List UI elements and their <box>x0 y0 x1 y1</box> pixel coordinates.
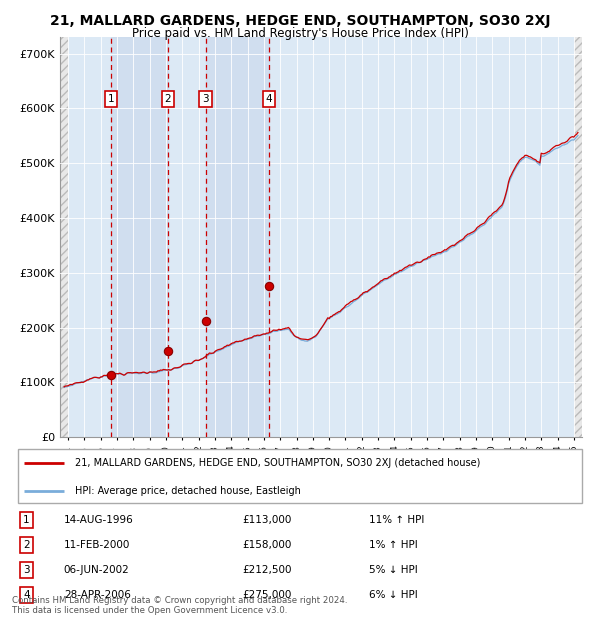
Text: 4: 4 <box>266 94 272 104</box>
Text: 21, MALLARD GARDENS, HEDGE END, SOUTHAMPTON, SO30 2XJ (detached house): 21, MALLARD GARDENS, HEDGE END, SOUTHAMP… <box>76 458 481 468</box>
Text: Price paid vs. HM Land Registry's House Price Index (HPI): Price paid vs. HM Land Registry's House … <box>131 27 469 40</box>
Text: £275,000: £275,000 <box>242 590 292 600</box>
Text: 11% ↑ HPI: 11% ↑ HPI <box>369 515 424 525</box>
Text: 21, MALLARD GARDENS, HEDGE END, SOUTHAMPTON, SO30 2XJ: 21, MALLARD GARDENS, HEDGE END, SOUTHAMP… <box>50 14 550 28</box>
Text: £113,000: £113,000 <box>242 515 292 525</box>
Text: 2: 2 <box>23 540 30 550</box>
Text: 6% ↓ HPI: 6% ↓ HPI <box>369 590 418 600</box>
Bar <box>111 37 168 437</box>
Text: 28-APR-2006: 28-APR-2006 <box>64 590 131 600</box>
Text: 14-AUG-1996: 14-AUG-1996 <box>64 515 134 525</box>
Text: 1: 1 <box>107 94 114 104</box>
Text: 1% ↑ HPI: 1% ↑ HPI <box>369 540 418 550</box>
Text: £212,500: £212,500 <box>242 565 292 575</box>
FancyBboxPatch shape <box>18 449 582 503</box>
Text: Contains HM Land Registry data © Crown copyright and database right 2024.
This d: Contains HM Land Registry data © Crown c… <box>12 596 347 615</box>
Text: 2: 2 <box>164 94 171 104</box>
Text: £158,000: £158,000 <box>242 540 292 550</box>
Text: HPI: Average price, detached house, Eastleigh: HPI: Average price, detached house, East… <box>76 485 301 495</box>
Text: 11-FEB-2000: 11-FEB-2000 <box>64 540 130 550</box>
Text: 4: 4 <box>23 590 30 600</box>
Text: 3: 3 <box>23 565 30 575</box>
Text: 06-JUN-2002: 06-JUN-2002 <box>64 565 130 575</box>
Text: 3: 3 <box>202 94 209 104</box>
Bar <box>206 37 269 437</box>
Text: 1: 1 <box>23 515 30 525</box>
Text: 5% ↓ HPI: 5% ↓ HPI <box>369 565 418 575</box>
